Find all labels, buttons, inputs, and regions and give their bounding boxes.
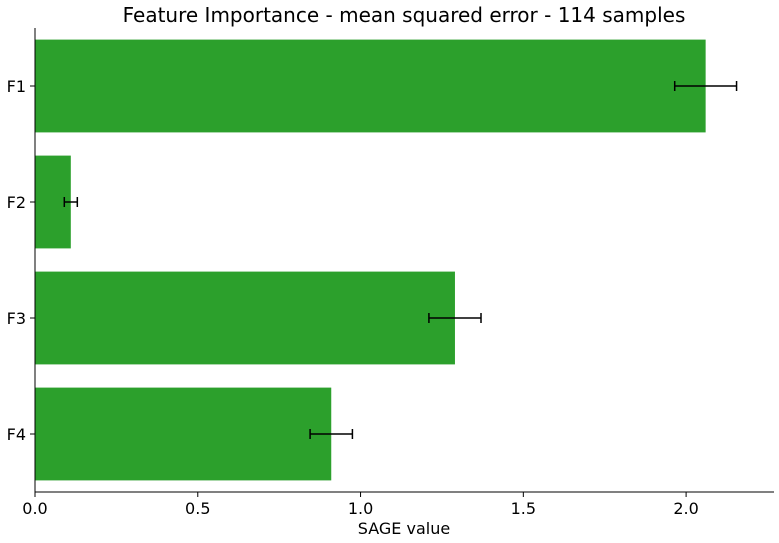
error-bar-f3 [428, 313, 482, 323]
y-tick-label-f4: F4 [7, 425, 26, 444]
x-tick-label: 1.5 [511, 499, 536, 518]
y-tick-label-f3: F3 [7, 309, 26, 328]
x-axis-ticks: 0.0 0.5 1.0 1.5 2.0 [22, 492, 699, 518]
bar-f3 [35, 271, 455, 365]
bars-group [35, 39, 706, 481]
x-tick-label: 2.0 [673, 499, 698, 518]
x-axis-label: SAGE value [358, 519, 450, 538]
error-bar-f1 [673, 81, 738, 91]
x-tick-label: 0.5 [185, 499, 210, 518]
x-tick-label: 1.0 [348, 499, 373, 518]
bar-f1 [35, 39, 706, 133]
error-bar-f4 [309, 429, 354, 439]
y-tick-label-f1: F1 [7, 77, 26, 96]
y-axis-ticks: F1 F2 F3 F4 [7, 77, 35, 444]
bar-f4 [35, 387, 332, 481]
chart-title: Feature Importance - mean squared error … [123, 3, 686, 27]
error-bar-f2 [63, 197, 79, 207]
x-tick-label: 0.0 [22, 499, 47, 518]
error-bars-group [63, 81, 738, 439]
y-tick-label-f2: F2 [7, 193, 26, 212]
